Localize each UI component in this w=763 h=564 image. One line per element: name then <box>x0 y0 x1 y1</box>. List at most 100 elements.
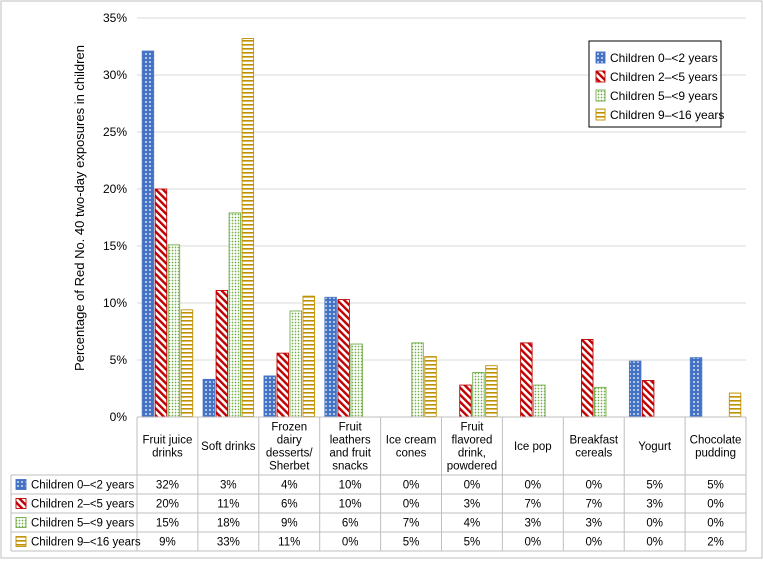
bar <box>241 38 255 418</box>
bar <box>228 212 242 418</box>
table-cell: 3% <box>585 518 602 530</box>
table-cell: 15% <box>156 518 179 530</box>
category-label: pudding <box>695 448 736 460</box>
bar <box>533 384 546 418</box>
table-cell: 2% <box>707 537 724 549</box>
category-label: Ice pop <box>514 441 552 453</box>
table-cell: 5% <box>464 537 481 549</box>
table-cell: 6% <box>342 518 359 530</box>
table-cell: 20% <box>156 499 179 511</box>
bar <box>485 365 498 418</box>
bar <box>728 392 742 418</box>
y-tick-label: 30% <box>103 68 127 82</box>
bar <box>689 357 703 418</box>
legend-label: Children 0–<2 years <box>610 51 718 65</box>
legend-key <box>595 51 606 64</box>
category-label: Soft drinks <box>201 441 256 453</box>
category-label: Breakfast <box>569 435 618 447</box>
bar <box>141 50 155 418</box>
y-tick-label: 10% <box>103 296 127 310</box>
bar <box>202 378 216 418</box>
table-cell: 3% <box>525 518 542 530</box>
legend-label: Children 9–<16 years <box>610 108 724 122</box>
category-label: Fruit juice <box>143 435 193 447</box>
category-label: Sherbet <box>269 461 310 473</box>
category-label: drink, <box>458 448 486 460</box>
bar <box>276 352 289 418</box>
table-cell: 0% <box>464 480 481 492</box>
table-series-name: Children 0–<2 years <box>31 480 134 492</box>
legend-label: Children 5–<9 years <box>610 89 718 103</box>
category-label: flavored <box>451 435 492 447</box>
table-cell: 18% <box>217 518 240 530</box>
bar <box>337 299 350 418</box>
category-label: powdered <box>447 461 498 473</box>
category-label: Fruit <box>460 422 484 434</box>
table-cell: 0% <box>403 499 420 511</box>
bar <box>641 380 655 418</box>
category-label: Fruit <box>339 422 363 434</box>
table-series-name: Children 9–<16 years <box>31 537 141 549</box>
table-cell: 11% <box>217 499 239 511</box>
table-cell: 0% <box>646 537 663 549</box>
bar <box>180 309 194 418</box>
table-legend-key <box>15 517 27 528</box>
bar <box>411 342 424 418</box>
table-cell: 10% <box>339 480 362 492</box>
table-cell: 5% <box>646 480 663 492</box>
bar <box>594 386 607 418</box>
bar <box>154 188 168 418</box>
table-cell: 0% <box>525 537 542 549</box>
y-tick-label: 25% <box>103 125 127 139</box>
table-cell: 3% <box>464 499 481 511</box>
table-cell: 6% <box>281 499 298 511</box>
table-cell: 0% <box>585 480 602 492</box>
legend-label: Children 2–<5 years <box>610 70 718 84</box>
bar <box>289 310 302 418</box>
category-label: snacks <box>332 461 368 473</box>
table-cell: 11% <box>278 537 300 549</box>
y-tick-label: 0% <box>110 410 128 424</box>
table-cell: 3% <box>220 480 237 492</box>
category-label: desserts/ <box>266 448 313 460</box>
table-legend-key <box>15 479 27 490</box>
category-label: and fruit <box>329 448 371 460</box>
bar <box>263 375 276 418</box>
category-label: leathers <box>330 435 371 447</box>
table-cell: 0% <box>707 518 724 530</box>
table-cell: 7% <box>525 499 542 511</box>
table-series-name: Children 5–<9 years <box>31 518 134 530</box>
y-tick-label: 5% <box>110 353 128 367</box>
bar <box>302 295 315 418</box>
legend-key <box>595 108 606 121</box>
bar <box>424 356 437 418</box>
table-series-name: Children 2–<5 years <box>31 499 134 511</box>
y-tick-label: 15% <box>103 239 127 253</box>
table-cell: 0% <box>707 499 724 511</box>
table-cell: 5% <box>707 480 724 492</box>
table-legend-key <box>15 498 27 509</box>
y-tick-label: 20% <box>103 182 127 196</box>
table-cell: 7% <box>585 499 602 511</box>
table-cell: 4% <box>464 518 481 530</box>
bar <box>324 296 337 418</box>
table-cell: 9% <box>281 518 298 530</box>
bar <box>520 342 533 418</box>
bar <box>215 290 229 418</box>
category-label: drinks <box>152 448 183 460</box>
table-cell: 9% <box>159 537 176 549</box>
table-cell: 0% <box>585 537 602 549</box>
bar <box>581 339 594 418</box>
y-axis-label: Percentage of Red No. 40 two-day exposur… <box>72 45 87 371</box>
bar <box>628 360 642 418</box>
table-cell: 4% <box>281 480 298 492</box>
category-label: cones <box>396 448 427 460</box>
category-label: Ice cream <box>386 435 437 447</box>
table-cell: 0% <box>403 480 420 492</box>
table-cell: 0% <box>646 518 663 530</box>
legend-key <box>595 70 606 83</box>
table-cell: 7% <box>403 518 420 530</box>
table-cell: 0% <box>525 480 542 492</box>
table-cell: 33% <box>217 537 240 549</box>
